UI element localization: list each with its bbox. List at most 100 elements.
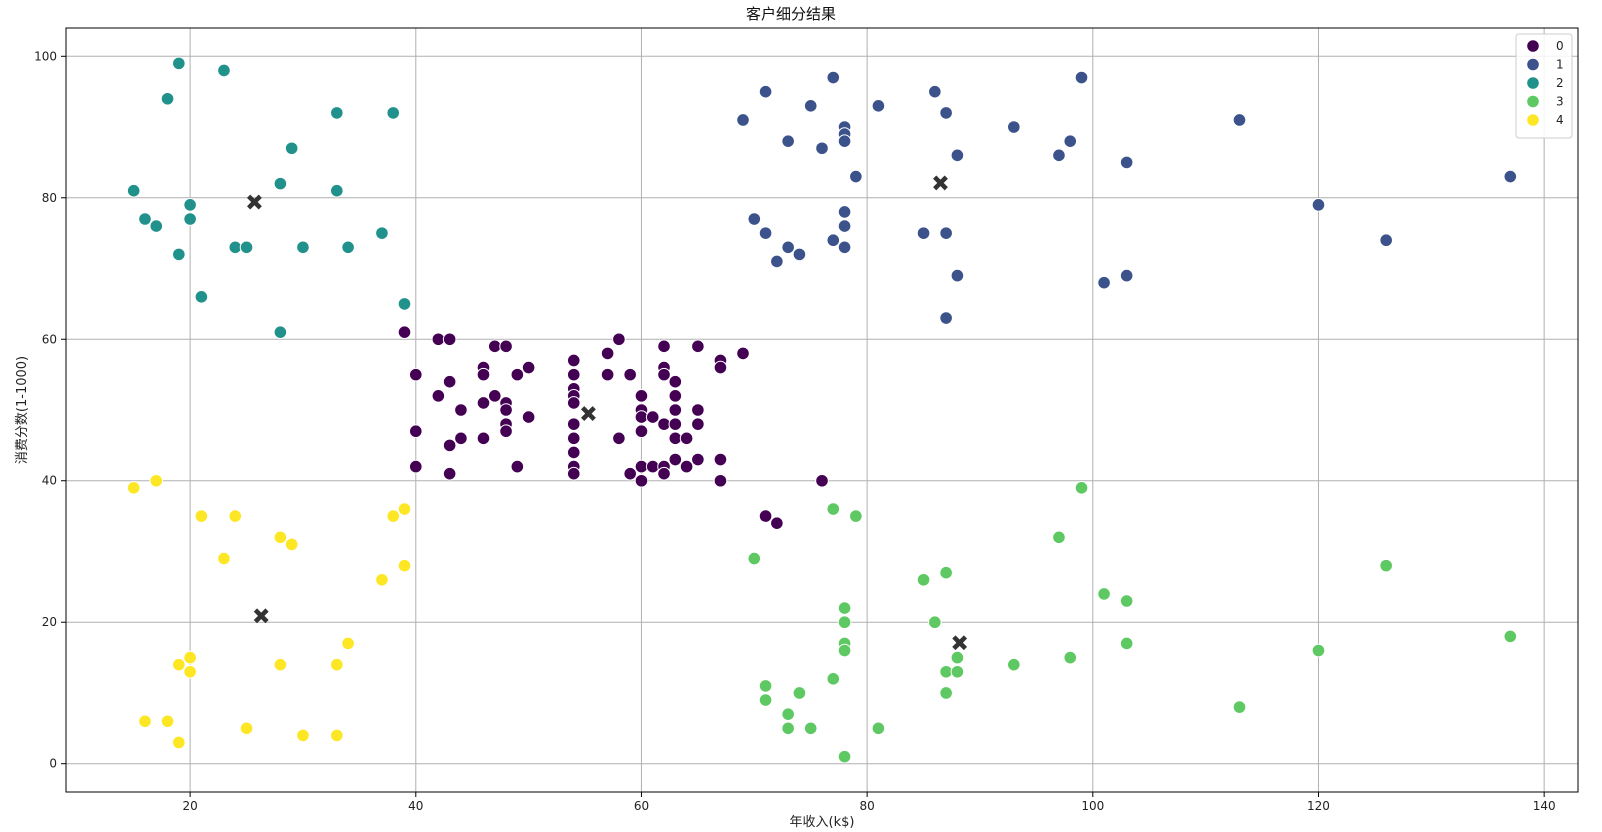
data-point-cluster-0 [612, 332, 626, 347]
data-point-cluster-0 [770, 516, 784, 530]
data-point-cluster-4 [228, 509, 243, 523]
data-point-cluster-4 [341, 636, 355, 651]
data-point-cluster-0 [566, 417, 581, 431]
data-point-cluster-4 [330, 728, 344, 743]
data-point-cluster-4 [172, 657, 186, 672]
data-point-cluster-2 [239, 240, 254, 255]
data-point-cluster-4 [149, 473, 164, 488]
data-point-cluster-0 [758, 509, 773, 523]
data-point-cluster-0 [657, 417, 671, 431]
data-point-cluster-4 [239, 721, 254, 736]
data-point-cluster-2 [330, 106, 344, 120]
legend-marker-4 [1526, 113, 1540, 127]
data-point-cluster-0 [657, 339, 671, 354]
data-point-cluster-1 [1311, 198, 1326, 212]
data-point-cluster-3 [939, 565, 953, 580]
data-point-cluster-3 [1097, 587, 1111, 601]
data-point-cluster-0 [521, 410, 536, 424]
data-point-cluster-0 [431, 389, 446, 403]
data-point-cluster-1 [1052, 148, 1066, 163]
data-point-cluster-1 [837, 134, 852, 148]
data-point-cluster-0 [657, 367, 671, 382]
plot-frame [65, 27, 1579, 793]
grid-lines [66, 28, 1578, 792]
data-point-cluster-3 [1379, 558, 1393, 573]
data-point-cluster-0 [442, 438, 457, 453]
data-point-cluster-0 [623, 466, 637, 481]
data-point-cluster-0 [499, 403, 513, 417]
data-point-cluster-1 [939, 311, 953, 325]
data-point-cluster-1 [792, 247, 807, 262]
data-point-cluster-1 [826, 70, 841, 85]
data-point-cluster-1 [736, 113, 750, 127]
data-point-cluster-4 [397, 558, 412, 573]
data-point-cluster-3 [758, 679, 773, 693]
data-point-cluster-1 [837, 219, 852, 233]
data-point-cluster-2 [273, 325, 288, 339]
x-tick-label: 20 [182, 799, 197, 813]
data-point-cluster-4 [386, 509, 401, 523]
data-point-cluster-0 [566, 367, 581, 382]
chart-title: 客户细分结果 [746, 5, 836, 23]
data-point-cluster-0 [408, 459, 423, 474]
data-point-cluster-0 [442, 466, 457, 481]
data-point-cluster-1 [939, 106, 953, 120]
data-point-cluster-0 [521, 360, 536, 375]
y-tick-label: 60 [42, 332, 57, 346]
data-point-cluster-0 [668, 431, 683, 446]
legend-label-4: 4 [1556, 113, 1564, 127]
data-point-cluster-1 [837, 240, 852, 255]
data-point-cluster-3 [1052, 530, 1066, 545]
data-point-cluster-1 [1379, 233, 1393, 248]
data-point-cluster-3 [781, 721, 795, 736]
data-point-cluster-1 [1007, 120, 1021, 134]
data-point-cluster-2 [126, 183, 141, 198]
data-point-cluster-3 [871, 721, 886, 736]
data-point-cluster-0 [679, 459, 694, 474]
data-point-cluster-1 [1503, 169, 1518, 184]
data-point-cluster-0 [634, 389, 649, 403]
data-point-cluster-0 [691, 403, 705, 417]
x-axis-ticks: 20 40 60 80 100 120 140 [182, 792, 1556, 813]
data-point-cluster-2 [330, 183, 344, 198]
data-point-cluster-3 [826, 672, 841, 686]
data-point-cluster-0 [815, 473, 829, 488]
data-point-cluster-0 [476, 431, 491, 446]
data-point-cluster-0 [408, 424, 423, 439]
data-point-cluster-0 [691, 452, 705, 467]
legend-label-2: 2 [1556, 76, 1564, 90]
x-tick-label: 40 [408, 799, 423, 813]
data-point-cluster-4 [217, 551, 231, 566]
data-point-cluster-4 [273, 530, 288, 545]
legend-marker-0 [1526, 39, 1540, 53]
data-point-cluster-2 [284, 141, 299, 156]
data-point-cluster-1 [781, 134, 795, 148]
data-point-cluster-2 [341, 240, 355, 255]
data-point-cluster-0 [487, 389, 502, 403]
data-point-cluster-1 [758, 226, 773, 240]
data-point-cluster-0 [566, 466, 581, 481]
data-point-cluster-1 [758, 84, 773, 99]
centroid-markers [247, 175, 968, 651]
data-point-cluster-0 [668, 389, 683, 403]
data-point-cluster-1 [928, 84, 942, 99]
data-point-cluster-3 [939, 686, 953, 700]
data-point-cluster-4 [273, 657, 288, 672]
data-point-cluster-3 [950, 650, 965, 665]
legend-label-3: 3 [1556, 95, 1564, 109]
x-tick-label: 60 [634, 799, 649, 813]
data-point-cluster-0 [476, 367, 491, 382]
data-point-cluster-3 [1074, 481, 1089, 495]
data-point-cluster-1 [803, 99, 818, 113]
data-point-cluster-2 [149, 219, 164, 233]
data-point-cluster-3 [803, 721, 818, 736]
data-point-cluster-0 [691, 417, 705, 431]
data-point-cluster-0 [499, 339, 513, 354]
data-point-cluster-3 [916, 572, 931, 587]
y-tick-label: 20 [42, 615, 57, 629]
x-axis-label: 年收入(k$) [790, 815, 855, 830]
data-point-cluster-2 [386, 106, 401, 120]
data-point-cluster-0 [600, 367, 615, 382]
y-axis-ticks: 0 20 40 60 80 100 [34, 49, 66, 771]
data-point-cluster-0 [713, 473, 728, 488]
